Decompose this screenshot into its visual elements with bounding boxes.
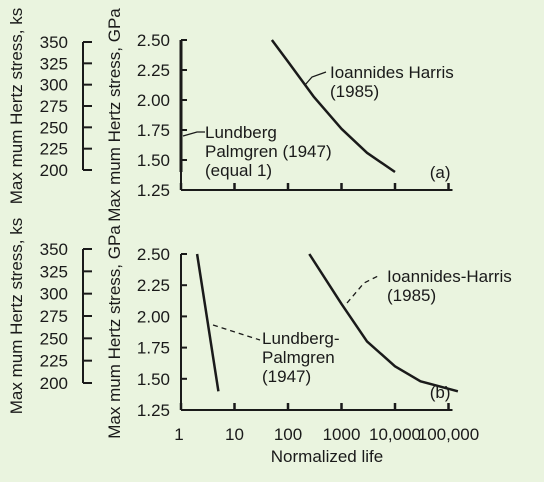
series-label-b-0: Palmgren xyxy=(262,348,335,367)
ks-tick-label: 200 xyxy=(40,374,68,393)
ks-tick-label: 275 xyxy=(40,97,68,116)
series-line-b-0 xyxy=(195,253,220,392)
series-label-a-1: Ioannides Harris xyxy=(330,63,454,82)
gpa-axis-title: Max mum Hertz stress, GPa xyxy=(105,8,124,222)
panel-label: (a) xyxy=(430,163,451,182)
ks-tick-label: 225 xyxy=(40,140,68,159)
leader-line xyxy=(212,324,261,341)
ks-tick-label: 225 xyxy=(40,352,68,371)
series-label-a-0: Palmgren (1947) xyxy=(205,142,332,161)
gpa-tick-label: 1.75 xyxy=(137,339,170,358)
gpa-tick-label: 2.00 xyxy=(137,307,170,326)
series-label-a-1: (1985) xyxy=(330,82,379,101)
series-label-b-1: (1985) xyxy=(387,286,436,305)
ks-axis-title: Max mum Hertz stress, ks xyxy=(7,8,26,204)
ks-tick-label: 300 xyxy=(40,285,68,304)
x-tick-label: 10 xyxy=(225,425,244,444)
series-line-a-1 xyxy=(270,39,396,174)
ks-tick-label: 200 xyxy=(40,161,68,180)
ks-axis-title: Max mum Hertz stress, ks xyxy=(7,218,26,414)
leader-line xyxy=(182,131,205,137)
x-tick-label: 100,000 xyxy=(418,425,479,444)
ks-tick-label: 275 xyxy=(40,307,68,326)
series-line-b-1 xyxy=(308,253,459,393)
gpa-tick-label: 2.25 xyxy=(137,276,170,295)
gpa-tick-label: 2.50 xyxy=(137,31,170,50)
gpa-tick-label: 2.25 xyxy=(137,61,170,80)
x-tick-label: 10,000 xyxy=(369,425,421,444)
gpa-tick-label: 2.00 xyxy=(137,91,170,110)
gpa-tick-label: 2.50 xyxy=(137,245,170,264)
series-label-b-0: Lundberg- xyxy=(262,329,340,348)
x-tick-label: 1000 xyxy=(323,425,361,444)
gpa-tick-label: 1.50 xyxy=(137,370,170,389)
ks-tick-label: 300 xyxy=(40,76,68,95)
ks-tick-label: 250 xyxy=(40,118,68,137)
leader-line xyxy=(304,71,327,86)
x-axis-title: Normalized life xyxy=(271,447,383,466)
leader-line xyxy=(346,275,379,304)
series-label-b-1: Ioannides-Harris xyxy=(387,267,512,286)
gpa-axis-title: Max mum Hertz stress, GPa xyxy=(105,225,124,439)
gpa-tick-label: 1.25 xyxy=(137,401,170,420)
ks-tick-label: 250 xyxy=(40,329,68,348)
ks-tick-label: 325 xyxy=(40,262,68,281)
gpa-tick-label: 1.75 xyxy=(137,121,170,140)
x-tick-label: 1 xyxy=(174,425,183,444)
ks-tick-label: 350 xyxy=(40,33,68,52)
gpa-tick-label: 1.25 xyxy=(137,181,170,200)
series-label-b-0: (1947) xyxy=(262,367,311,386)
series-label-a-0: Lundberg xyxy=(205,123,277,142)
ks-tick-label: 325 xyxy=(40,54,68,73)
gpa-tick-label: 1.50 xyxy=(137,151,170,170)
ks-tick-label: 350 xyxy=(40,240,68,259)
series-label-a-0: (equal 1) xyxy=(205,161,272,180)
x-tick-label: 100 xyxy=(274,425,302,444)
